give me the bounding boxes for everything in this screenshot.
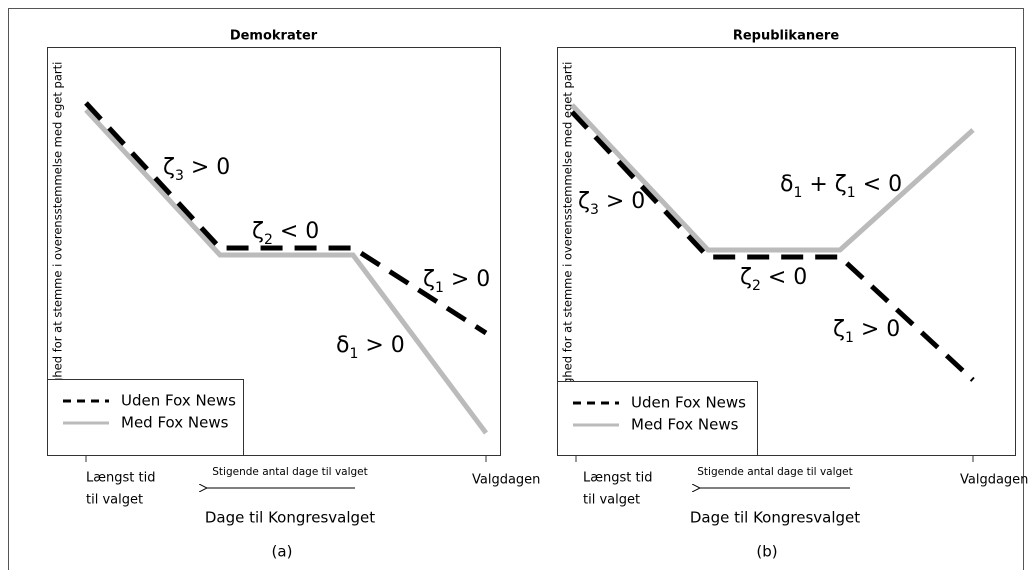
plot-box	[557, 47, 1016, 456]
x-right-label: Valgdagen	[472, 473, 540, 488]
line-with-fox	[84, 108, 489, 435]
annotation: δ1 + ζ1 < 0	[780, 172, 902, 201]
annotation: ζ3 > 0	[163, 155, 230, 184]
annotation-part: ζ	[833, 317, 845, 342]
line-without-fox	[84, 101, 488, 336]
subscript: 1	[435, 280, 444, 296]
legend-label: Uden Fox News	[121, 392, 236, 410]
annotation-part: δ	[780, 172, 793, 197]
annotation-part: < 0	[856, 172, 902, 197]
x-right-label: Valgdagen	[960, 473, 1028, 488]
annotation-part: ζ	[578, 189, 590, 214]
annotation: ζ2 < 0	[740, 265, 807, 294]
panel-title: Demokrater	[230, 29, 318, 44]
x-left-label: Længst tid	[86, 471, 155, 486]
annotation-part: ζ	[740, 265, 752, 290]
x-axis-label: Dage til Kongresvalget	[205, 509, 375, 527]
subscript: 3	[590, 202, 599, 218]
subscript: 2	[264, 232, 273, 248]
annotation-part: > 0	[854, 317, 900, 342]
y-axis-label: Sandsynlighed for at stemme i overensste…	[51, 62, 65, 441]
subscript: 1	[845, 330, 854, 346]
line-without-fox	[570, 110, 975, 382]
annotation: ζ1 > 0	[423, 267, 490, 296]
subscript: 1	[793, 185, 802, 201]
plot-box	[47, 47, 501, 456]
caption: (a)	[272, 543, 293, 561]
legend-label: Uden Fox News	[631, 394, 746, 412]
annotation-part: + ζ	[802, 172, 846, 197]
annotation-part: < 0	[761, 265, 807, 290]
annotation: δ1 > 0	[336, 333, 405, 362]
annotation-part: ζ	[163, 155, 175, 180]
annotation-part: < 0	[273, 219, 319, 244]
caption: (b)	[756, 543, 777, 561]
annotation-part: ζ	[252, 219, 264, 244]
x-left-label: Længst tid	[583, 471, 652, 486]
line-with-fox	[570, 103, 975, 253]
arrow-label: Stigende antal dage til valget	[212, 466, 368, 478]
legend-label: Med Fox News	[631, 416, 739, 434]
x-left-label: til valget	[583, 493, 640, 508]
legend-box	[557, 381, 758, 456]
annotation-part: ζ	[423, 267, 435, 292]
arrow-label: Stigende antal dage til valget	[697, 466, 853, 478]
legend-label: Med Fox News	[121, 414, 229, 432]
x-left-label: til valget	[86, 493, 143, 508]
subscript: 2	[752, 278, 761, 294]
annotation: ζ1 > 0	[833, 317, 900, 346]
annotation: ζ2 < 0	[252, 219, 319, 248]
annotation-part: > 0	[599, 189, 645, 214]
frame	[8, 8, 1024, 570]
subscript: 1	[847, 185, 856, 201]
x-axis-label: Dage til Kongresvalget	[690, 509, 860, 527]
annotation: ζ3 > 0	[578, 189, 645, 218]
annotation-part: > 0	[184, 155, 230, 180]
annotation-part: > 0	[444, 267, 490, 292]
y-axis-label: Sandsynlighed for at stemme i overensste…	[561, 62, 575, 441]
annotation-part: δ	[336, 333, 349, 358]
subscript: 1	[349, 346, 358, 362]
annotation-part: > 0	[358, 333, 404, 358]
legend-box	[47, 379, 244, 456]
panel-title: Republikanere	[733, 29, 840, 44]
subscript: 3	[175, 168, 184, 184]
